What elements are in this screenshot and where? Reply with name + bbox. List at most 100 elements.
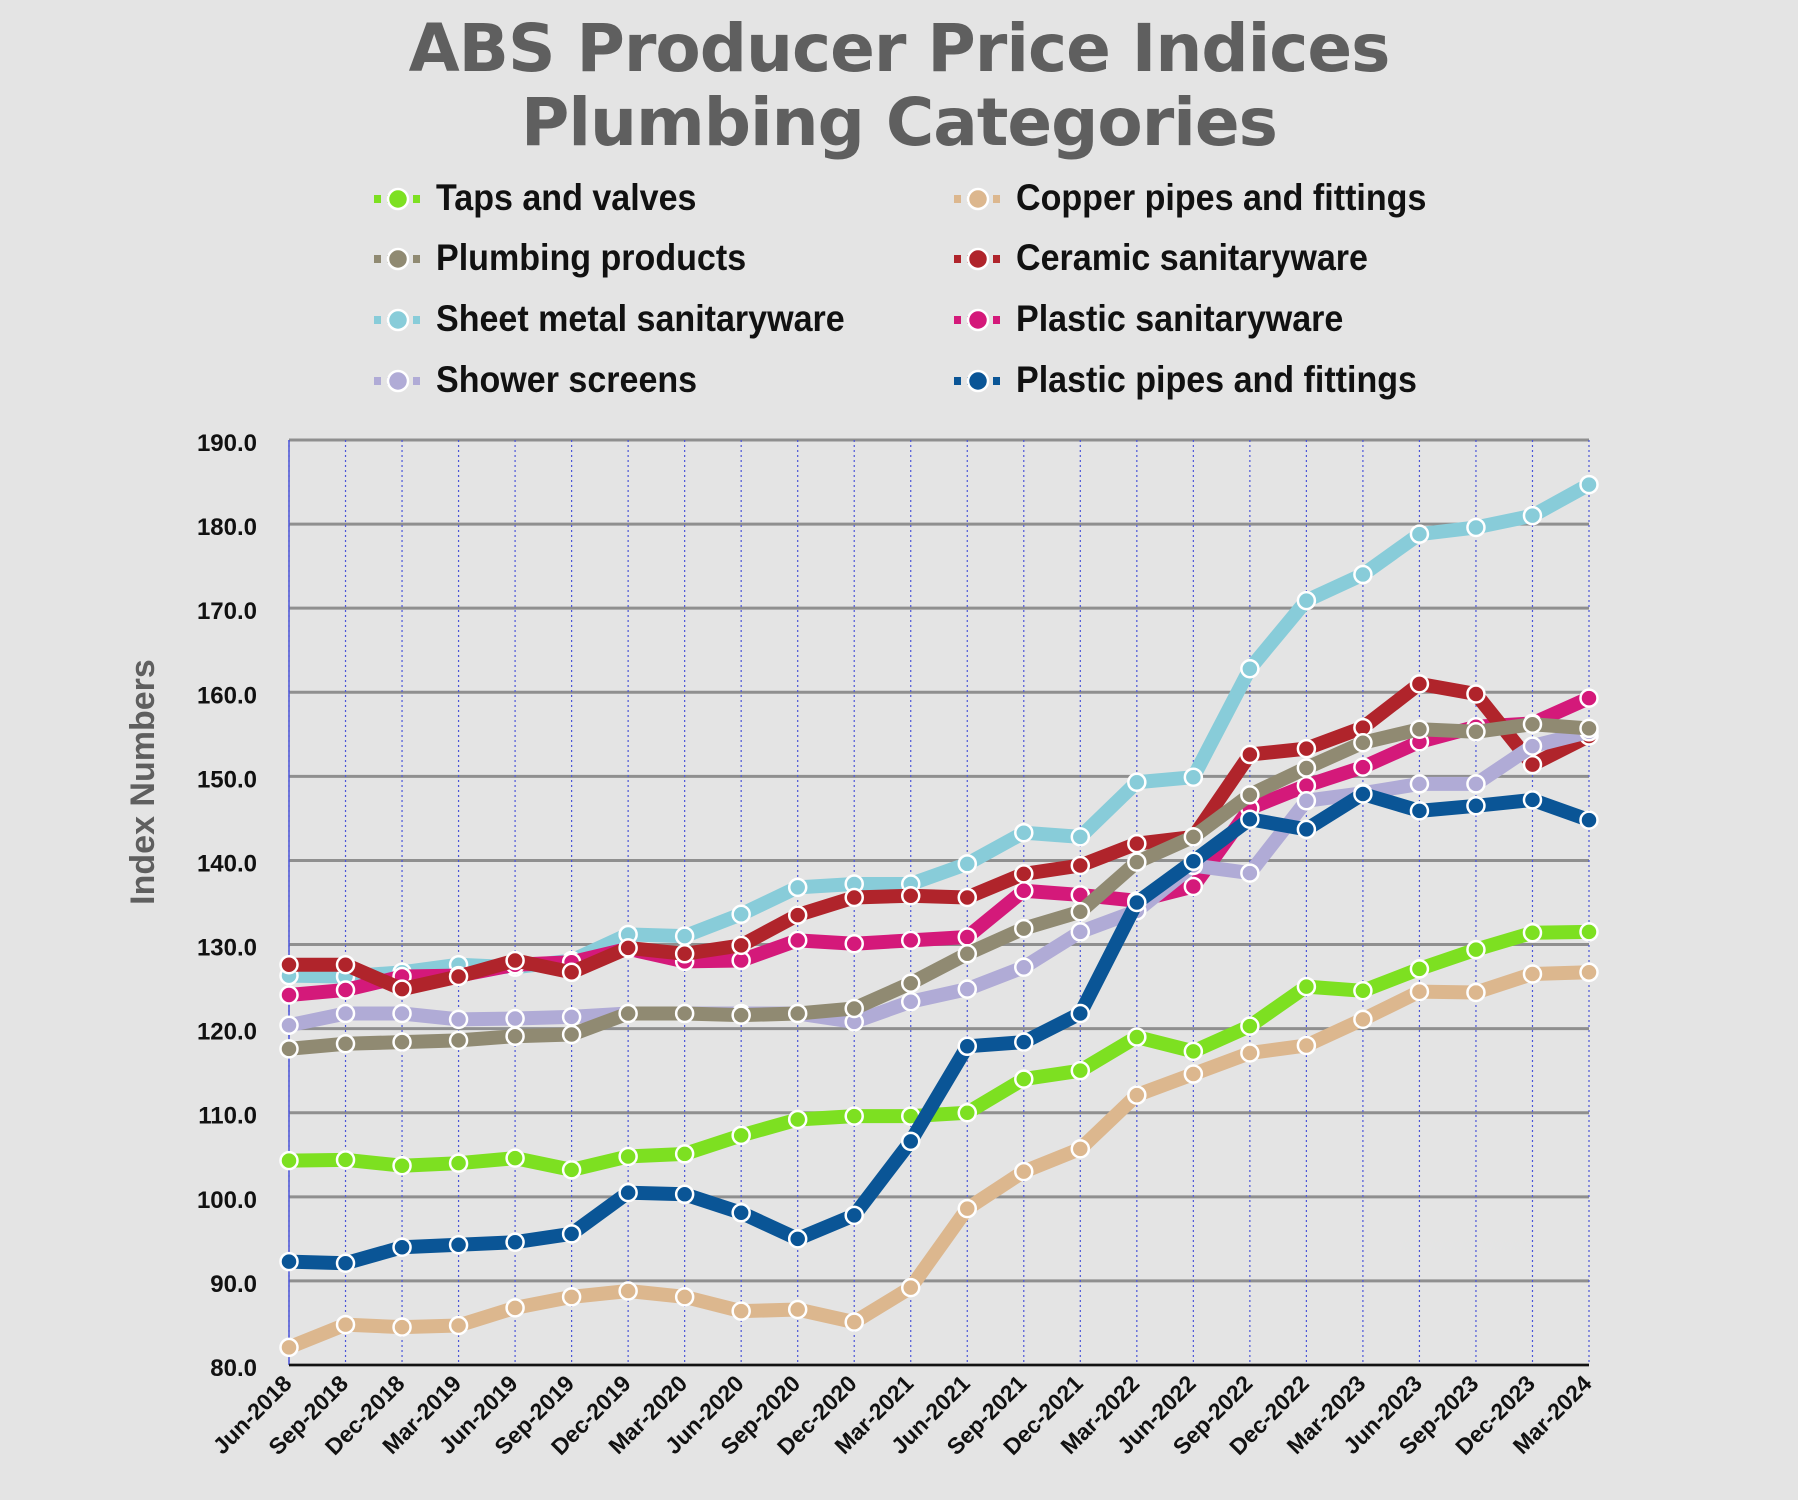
legend-dot-sheet-metal-sanitaryware — [386, 308, 410, 332]
legend-marker-shower-screens — [374, 369, 422, 393]
data-point-plumbing-products — [957, 944, 978, 964]
data-point-copper-pipes-and-fittings — [1240, 1043, 1260, 1063]
data-point-plastic-pipes-and-fittings — [448, 1235, 469, 1255]
legend-marker-plastic-sanitaryware — [954, 308, 1002, 332]
data-point-plumbing-products — [561, 1024, 582, 1045]
legend-label-plumbing-products: Plumbing products — [436, 237, 747, 278]
legend-dot-copper-pipes-and-fittings — [966, 187, 990, 211]
data-point-plumbing-products — [279, 1039, 299, 1059]
data-point-shower-screens — [1522, 736, 1543, 756]
data-point-ceramic-sanitaryware — [957, 887, 978, 908]
data-point-sheet-metal-sanitaryware — [957, 854, 978, 874]
legend-label-sheet-metal-sanitaryware: Sheet metal sanitaryware — [436, 298, 845, 339]
chart-legend: Taps and valves Copper pipes and fitting… — [0, 0, 1798, 420]
data-point-ceramic-sanitaryware — [900, 886, 921, 906]
data-point-shower-screens — [561, 1007, 582, 1027]
data-point-plastic-pipes-and-fittings — [787, 1229, 808, 1249]
data-point-sheet-metal-sanitaryware — [1353, 564, 1373, 585]
legend-label-shower-screens: Shower screens — [436, 359, 698, 400]
data-point-copper-pipes-and-fittings — [1409, 981, 1430, 1002]
data-point-ceramic-sanitaryware — [1240, 744, 1260, 765]
data-point-taps-and-valves — [1353, 981, 1373, 1001]
legend-marker-ceramic-sanitaryware — [954, 247, 1002, 271]
data-point-copper-pipes-and-fittings — [1466, 982, 1486, 1003]
y-tick-label: 100.0 — [197, 1187, 257, 1214]
data-point-sheet-metal-sanitaryware — [1183, 767, 1204, 787]
data-point-plastic-sanitaryware — [1183, 876, 1204, 897]
data-point-taps-and-valves — [279, 1150, 299, 1171]
data-point-plastic-sanitaryware — [1579, 688, 1599, 708]
data-point-sheet-metal-sanitaryware — [787, 877, 808, 898]
chart-title-line-2: Plumbing Categories — [521, 84, 1278, 161]
data-point-taps-and-valves — [392, 1155, 412, 1176]
data-point-ceramic-sanitaryware — [1466, 684, 1486, 704]
data-point-plastic-sanitaryware — [900, 930, 921, 951]
data-point-plastic-pipes-and-fittings — [618, 1182, 638, 1203]
data-point-plastic-pipes-and-fittings — [1240, 809, 1260, 829]
data-point-taps-and-valves — [1183, 1041, 1204, 1062]
chart-title: ABS Producer Price Indices Plumbing Cate… — [0, 12, 1798, 160]
data-point-shower-screens — [1014, 957, 1034, 977]
data-point-copper-pipes-and-fittings — [1183, 1064, 1204, 1084]
data-point-taps-and-valves — [335, 1150, 356, 1170]
data-point-plastic-pipes-and-fittings — [1127, 892, 1147, 913]
data-point-taps-and-valves — [1127, 1027, 1147, 1047]
data-point-taps-and-valves — [505, 1148, 525, 1168]
data-point-shower-screens — [392, 1003, 412, 1024]
data-point-taps-and-valves — [448, 1153, 469, 1173]
y-tick-label: 140.0 — [197, 850, 257, 877]
data-point-copper-pipes-and-fittings — [957, 1198, 978, 1219]
legend-marker-sheet-metal-sanitaryware — [374, 308, 422, 332]
series — [279, 474, 1599, 1358]
data-point-plumbing-products — [1522, 714, 1543, 734]
data-point-ceramic-sanitaryware — [1014, 864, 1034, 884]
legend-dot-ceramic-sanitaryware — [966, 247, 990, 271]
data-point-plastic-pipes-and-fittings — [844, 1205, 864, 1226]
y-tick-label: 80.0 — [210, 1355, 257, 1382]
data-point-plastic-pipes-and-fittings — [561, 1224, 582, 1244]
data-point-shower-screens — [1070, 922, 1091, 942]
data-point-ceramic-sanitaryware — [561, 962, 582, 983]
legend-dot-plumbing-products — [386, 247, 410, 271]
data-point-plumbing-products — [900, 973, 921, 993]
data-point-plumbing-products — [448, 1030, 469, 1051]
data-point-plumbing-products — [1409, 719, 1430, 740]
data-point-plastic-pipes-and-fittings — [392, 1237, 412, 1258]
data-point-plastic-pipes-and-fittings — [505, 1232, 525, 1252]
data-point-plumbing-products — [1296, 758, 1317, 778]
data-point-taps-and-valves — [844, 1106, 864, 1126]
data-point-taps-and-valves — [674, 1144, 695, 1164]
data-point-plastic-sanitaryware — [279, 985, 299, 1005]
series-copper-pipes-and-fittings — [279, 962, 1599, 1358]
data-point-plastic-pipes-and-fittings — [1183, 851, 1204, 872]
data-point-taps-and-valves — [1296, 976, 1317, 997]
y-tick-label: 110.0 — [198, 1103, 257, 1130]
data-point-copper-pipes-and-fittings — [1070, 1139, 1091, 1159]
data-point-copper-pipes-and-fittings — [279, 1337, 299, 1358]
chart-title-line-1: ABS Producer Price Indices — [408, 10, 1391, 87]
data-point-ceramic-sanitaryware — [1522, 754, 1543, 775]
data-point-plastic-pipes-and-fittings — [1579, 810, 1599, 830]
data-point-plumbing-products — [1014, 918, 1034, 939]
data-point-taps-and-valves — [1522, 923, 1543, 943]
legend-dot-taps-and-valves — [386, 187, 410, 211]
legend-marker-plastic-pipes-and-fittings — [954, 369, 1002, 393]
data-point-plumbing-products — [1070, 902, 1091, 922]
data-point-sheet-metal-sanitaryware — [1296, 590, 1317, 611]
data-point-sheet-metal-sanitaryware — [1014, 822, 1034, 843]
data-point-plastic-pipes-and-fittings — [1296, 819, 1317, 840]
legend-dot-shower-screens — [386, 369, 410, 393]
series-taps-and-valves — [279, 922, 1599, 1180]
data-point-sheet-metal-sanitaryware — [1466, 517, 1486, 538]
series-ceramic-sanitaryware — [279, 674, 1599, 999]
data-point-taps-and-valves — [1466, 939, 1486, 960]
data-point-plastic-pipes-and-fittings — [1522, 790, 1543, 810]
data-point-sheet-metal-sanitaryware — [1522, 505, 1543, 526]
data-point-taps-and-valves — [618, 1146, 638, 1167]
data-point-taps-and-valves — [561, 1160, 582, 1180]
data-point-plastic-sanitaryware — [1014, 880, 1034, 901]
data-point-copper-pipes-and-fittings — [1127, 1085, 1147, 1105]
data-point-ceramic-sanitaryware — [392, 979, 412, 999]
series-line-ceramic-sanitaryware — [282, 676, 1596, 997]
